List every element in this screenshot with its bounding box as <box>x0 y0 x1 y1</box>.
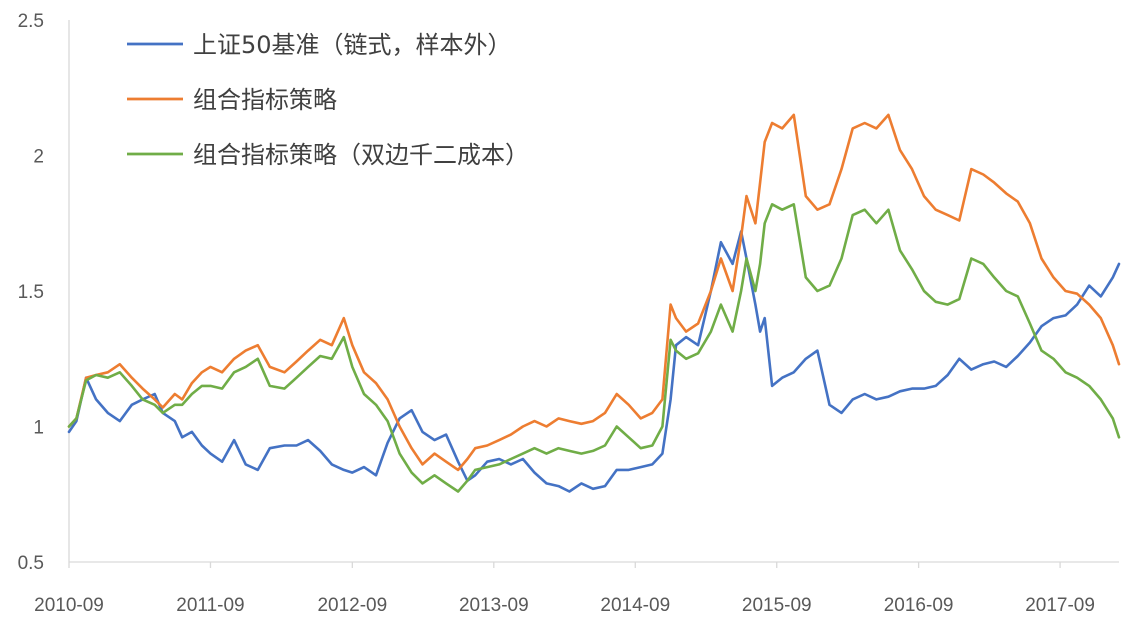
x-ticks: 2010-09 2011-09 2012-09 2013-09 2014-09 2015-… <box>34 562 1095 616</box>
x-tick-label: 2013-09 <box>459 595 529 616</box>
legend-label: 上证50基准（链式，样本外） <box>193 31 512 59</box>
legend-label: 组合指标策略 <box>193 86 337 114</box>
x-tick-label: 2016-09 <box>884 595 954 616</box>
y-tick-label: 0.5 <box>18 553 44 574</box>
x-tick-label: 2012-09 <box>317 595 387 616</box>
x-tick-label: 2011-09 <box>176 595 244 616</box>
axes <box>68 20 1119 563</box>
y-tick-label: 1.5 <box>18 282 44 303</box>
x-tick-label: 2014-09 <box>600 595 670 616</box>
y-tick-labels: 0.5 1 1.5 2 2.5 <box>18 11 44 574</box>
x-tick-label: 2010-09 <box>34 595 104 616</box>
series-line-0 <box>67 230 1121 493</box>
x-tick-label: 2017-09 <box>1025 595 1095 616</box>
series-lines <box>67 113 1121 493</box>
y-tick-label: 2 <box>33 147 44 168</box>
x-tick-label: 2015-09 <box>742 595 812 616</box>
legend-label: 组合指标策略（双边千二成本） <box>193 141 529 169</box>
y-tick-label: 1 <box>33 418 44 439</box>
y-tick-label: 2.5 <box>18 11 44 32</box>
series-line-1 <box>67 113 1121 472</box>
series-line-2 <box>67 203 1121 493</box>
